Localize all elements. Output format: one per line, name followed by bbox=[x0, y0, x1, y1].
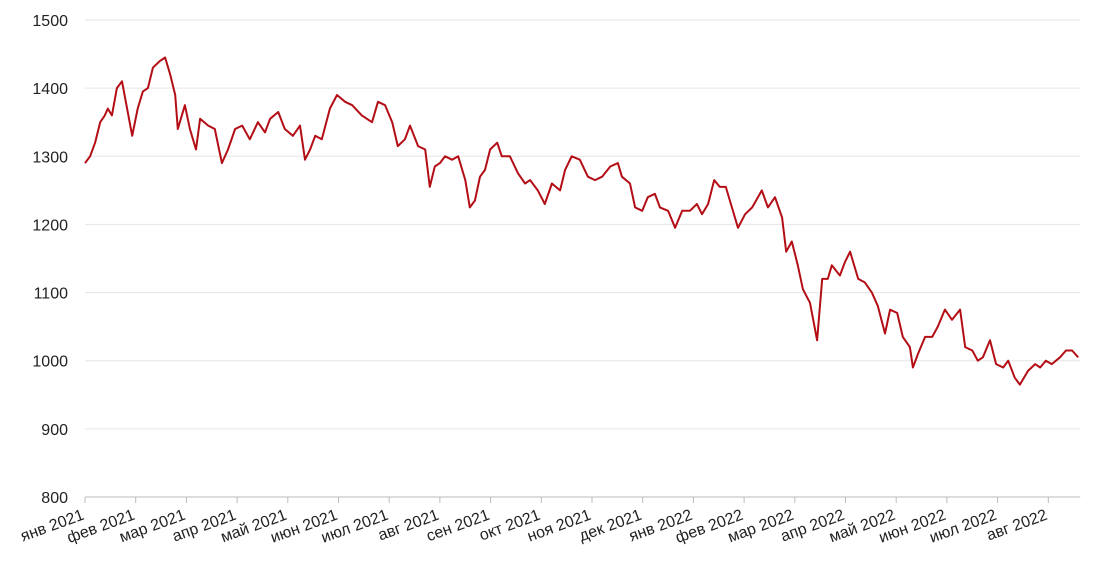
y-tick-label: 1100 bbox=[34, 286, 69, 303]
y-tick-label: 900 bbox=[41, 422, 68, 439]
y-tick-label: 1200 bbox=[32, 217, 68, 234]
line bbox=[84, 56, 1079, 386]
y-tick-label: 1000 bbox=[32, 354, 68, 371]
y-tick-label: 1400 bbox=[32, 81, 68, 98]
y-tick-label: 1300 bbox=[32, 149, 68, 166]
y-tick-label: 1500 bbox=[32, 13, 68, 30]
y-tick-label: 800 bbox=[41, 490, 68, 507]
